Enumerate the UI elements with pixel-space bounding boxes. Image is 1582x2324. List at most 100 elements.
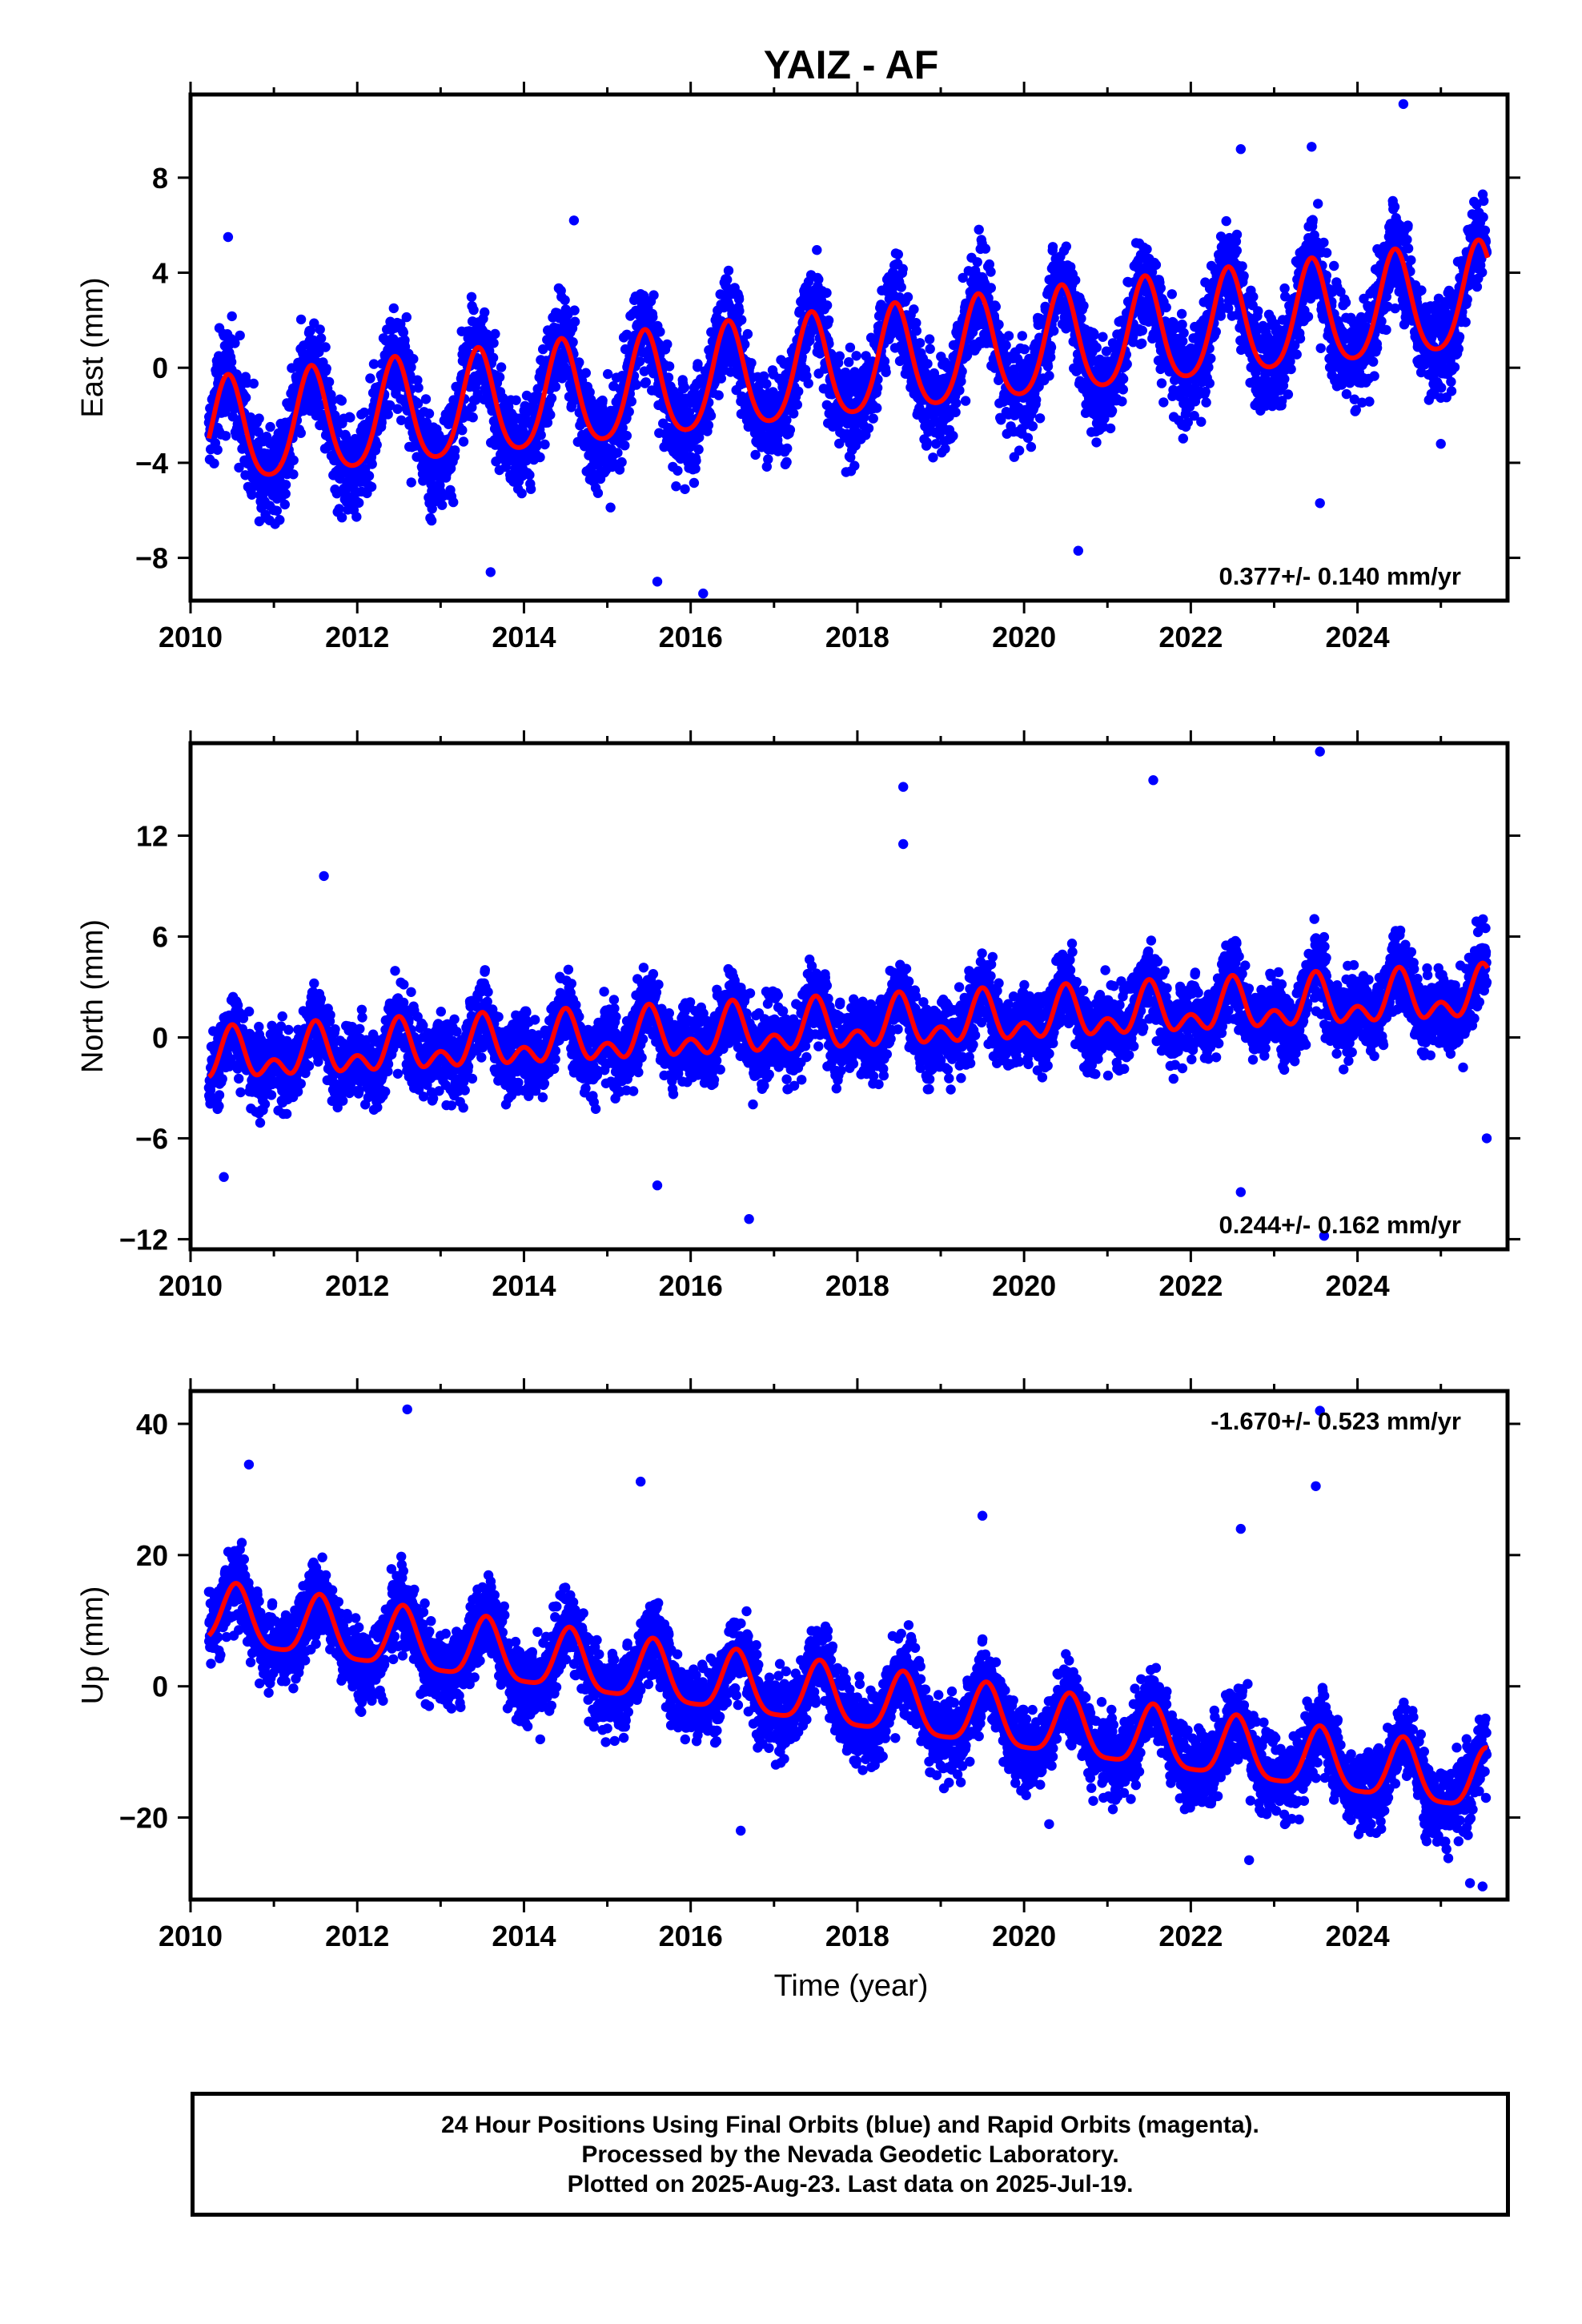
- data-point: [336, 396, 347, 406]
- data-point: [872, 403, 882, 413]
- data-point: [1142, 244, 1152, 255]
- data-point: [785, 424, 796, 435]
- data-point: [488, 352, 499, 363]
- data-point: [640, 377, 651, 388]
- data-point: [722, 275, 733, 285]
- data-point: [561, 316, 572, 328]
- data-point: [1307, 215, 1318, 225]
- data-point: [1019, 344, 1030, 355]
- data-point: [336, 513, 347, 523]
- data-point: [265, 421, 275, 432]
- data-point: [1381, 324, 1391, 336]
- data-point: [705, 410, 717, 421]
- data-point: [1155, 283, 1166, 293]
- data-point: [782, 443, 793, 454]
- data-point: [480, 307, 490, 318]
- data-point: [368, 359, 379, 369]
- data-point: [1105, 423, 1116, 434]
- data-point: [398, 328, 408, 338]
- data-point: [948, 431, 958, 441]
- data-point: [1369, 371, 1379, 381]
- data-point: [620, 440, 630, 451]
- data-point: [614, 464, 625, 475]
- data-point: [1321, 247, 1332, 258]
- data-point: [1122, 359, 1132, 369]
- data-point: [279, 499, 290, 510]
- data-point: [1034, 413, 1046, 424]
- data-point: [902, 292, 913, 303]
- data-point: [1089, 330, 1099, 340]
- data-point: [897, 263, 908, 274]
- data-point: [844, 357, 854, 368]
- data-point: [468, 304, 479, 316]
- data-point: [925, 344, 935, 354]
- data-point: [781, 415, 792, 425]
- data-point: [406, 362, 416, 372]
- data-point: [288, 469, 299, 480]
- data-point: [511, 395, 521, 405]
- data-point: [746, 358, 757, 368]
- data-point: [496, 362, 507, 372]
- data-point: [271, 505, 282, 516]
- data-point: [879, 356, 890, 367]
- data-point: [345, 412, 355, 423]
- data-point: [545, 409, 556, 420]
- data-point: [626, 396, 636, 407]
- data-point: [295, 314, 307, 325]
- data-point: [803, 378, 813, 388]
- data-point: [359, 407, 370, 418]
- data-point: [1371, 343, 1383, 353]
- data-point: [823, 315, 834, 326]
- data-point: [797, 352, 807, 362]
- data-point: [494, 372, 505, 383]
- data-point: [1042, 361, 1054, 372]
- data-point: [247, 489, 257, 500]
- data-point: [1303, 312, 1314, 322]
- data-point: [424, 408, 435, 419]
- data-point: [376, 417, 387, 428]
- data-point: [240, 392, 251, 403]
- data-point: [734, 306, 745, 316]
- data-point: [413, 383, 424, 393]
- data-point: [1117, 396, 1127, 407]
- data-point: [1047, 242, 1058, 252]
- data-point: [789, 408, 799, 419]
- data-point: [275, 515, 285, 525]
- data-point: [868, 413, 878, 424]
- data-point: [437, 500, 448, 510]
- data-point: [524, 469, 535, 480]
- data-point: [693, 444, 704, 455]
- data-point: [466, 292, 477, 302]
- data-point: [716, 373, 726, 384]
- data-point: [417, 468, 428, 479]
- data-point: [1078, 300, 1089, 312]
- scatter-points-east: [203, 99, 1492, 599]
- data-point: [253, 427, 263, 437]
- data-point: [733, 294, 745, 304]
- data-point: [385, 400, 396, 411]
- data-point: [1178, 328, 1189, 338]
- data-point: [881, 367, 891, 377]
- data-point: [580, 368, 591, 378]
- data-point: [673, 465, 683, 476]
- data-point: [921, 437, 932, 448]
- data-point: [367, 459, 377, 469]
- data-point: [1046, 342, 1057, 352]
- data-point: [634, 356, 645, 367]
- data-point: [321, 364, 331, 374]
- data-point: [781, 456, 792, 468]
- data-point: [664, 361, 675, 372]
- data-point: [1091, 342, 1102, 353]
- data-point: [450, 445, 460, 456]
- data-point: [1368, 356, 1379, 367]
- data-point: [950, 407, 961, 417]
- data-point: [845, 452, 856, 463]
- data-point: [758, 371, 769, 381]
- data-point: [388, 303, 399, 314]
- data-point: [990, 301, 1002, 312]
- data-point: [366, 481, 377, 493]
- data-point: [1091, 437, 1102, 448]
- data-point: [1031, 395, 1042, 405]
- data-point: [315, 333, 327, 344]
